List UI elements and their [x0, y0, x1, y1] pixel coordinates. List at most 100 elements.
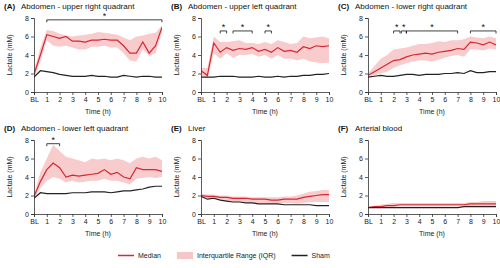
tick: 3 — [71, 214, 75, 225]
significance-marker: * — [395, 22, 399, 32]
tick-mark — [85, 92, 86, 95]
tick: 4 — [25, 52, 34, 59]
tick-mark — [432, 92, 433, 95]
tick-mark — [227, 214, 228, 217]
tick-mark — [72, 92, 73, 95]
tick: 2 — [25, 192, 34, 199]
tick-label: 6 — [192, 155, 196, 162]
legend-item: Interquartile Range (IQR) — [177, 252, 276, 260]
panel: (B)Abdomen - upper left quadrant02468BL1… — [171, 2, 333, 116]
tick-label: 8 — [359, 15, 363, 22]
tick-label: 6 — [359, 155, 363, 162]
x-axis: BL12345678910 — [30, 92, 166, 103]
tick-label: 2 — [392, 218, 396, 225]
panel: (E)Liver02468BL12345678910Time (h)Lactat… — [171, 124, 333, 238]
tick: 5 — [97, 214, 101, 225]
y-axis: 02468 — [192, 137, 201, 218]
series-line — [201, 74, 329, 78]
chart-title: Abdomen - lower left quadrant — [21, 124, 129, 133]
panel: (F)Arterial blood02468BL12345678910Time … — [338, 124, 500, 238]
tick-mark — [265, 214, 266, 217]
tick: 10 — [159, 92, 167, 103]
x-axis-title: Time (h) — [85, 108, 111, 116]
tick-label: 4 — [359, 174, 363, 181]
panel-label: (F) — [338, 124, 349, 133]
tick: BL — [197, 214, 206, 225]
tick: 8 — [25, 15, 34, 22]
axis-line — [369, 93, 497, 96]
tick: 6 — [359, 155, 368, 162]
x-axis-title: Time (h) — [252, 230, 278, 238]
plot-area — [368, 37, 496, 78]
significance-marker: * — [430, 22, 434, 32]
tick-label: 0 — [192, 211, 196, 218]
axis-line — [365, 141, 369, 215]
tick-mark — [419, 92, 420, 95]
tick-label: 4 — [25, 52, 29, 59]
iqr-band — [34, 145, 162, 200]
tick: 2 — [25, 70, 34, 77]
tick-mark — [365, 74, 368, 75]
tick-mark — [329, 214, 330, 217]
tick-label: 2 — [359, 192, 363, 199]
y-axis-title: Lactate (mM) — [173, 156, 181, 197]
y-axis-title: Lactate (mM) — [340, 156, 348, 197]
legend: MedianInterquartile Range (IQR)Sham — [118, 252, 330, 260]
tick-label: 8 — [469, 96, 473, 103]
significance-marker: * — [51, 135, 55, 145]
tick-mark — [198, 177, 201, 178]
tick-label: 6 — [25, 33, 29, 40]
tick-mark — [365, 159, 368, 160]
tick-label: 10 — [493, 96, 500, 103]
axis-line — [31, 141, 35, 215]
tick-label: 2 — [225, 218, 229, 225]
tick-mark — [124, 92, 125, 95]
tick-mark — [72, 214, 73, 217]
tick: 8 — [469, 92, 473, 103]
axis-line — [369, 215, 497, 218]
tick-label: 1 — [379, 218, 383, 225]
tick-mark — [365, 92, 368, 93]
tick: 7 — [122, 214, 126, 225]
tick: 9 — [482, 214, 486, 225]
series-line — [201, 195, 329, 201]
legend-label: Interquartile Range (IQR) — [197, 252, 276, 260]
tick-mark — [214, 92, 215, 95]
tick: 5 — [264, 92, 268, 103]
iqr-band — [368, 37, 496, 78]
tick-label: 0 — [359, 211, 363, 218]
tick: 3 — [238, 92, 242, 103]
tick: 10 — [326, 92, 334, 103]
tick-mark — [381, 214, 382, 217]
tick-label: 3 — [405, 218, 409, 225]
tick-mark — [149, 214, 150, 217]
tick-label: 4 — [251, 96, 255, 103]
panel-label: (C) — [338, 2, 349, 11]
tick-label: 2 — [58, 96, 62, 103]
tick-mark — [124, 214, 125, 217]
tick: 2 — [359, 192, 368, 199]
tick-mark — [252, 92, 253, 95]
tick: 4 — [359, 52, 368, 59]
significance-marker: * — [402, 22, 406, 32]
tick: 6 — [25, 155, 34, 162]
tick: 7 — [456, 214, 460, 225]
tick-mark — [31, 140, 34, 141]
y-axis: 02468 — [25, 15, 34, 96]
tick: 8 — [135, 92, 139, 103]
series-line — [34, 71, 162, 77]
tick: 6 — [109, 92, 113, 103]
tick-mark — [365, 37, 368, 38]
chart-title: Abdomen - upper left quadrant — [188, 2, 297, 11]
tick-mark — [406, 92, 407, 95]
tick-mark — [458, 92, 459, 95]
tick-mark — [149, 92, 150, 95]
tick-label: 7 — [122, 96, 126, 103]
tick: 10 — [493, 92, 500, 103]
tick: 4 — [251, 214, 255, 225]
legend-swatch — [118, 255, 134, 257]
tick: 6 — [192, 155, 201, 162]
tick-mark — [111, 214, 112, 217]
tick: 2 — [58, 92, 62, 103]
tick-mark — [214, 214, 215, 217]
